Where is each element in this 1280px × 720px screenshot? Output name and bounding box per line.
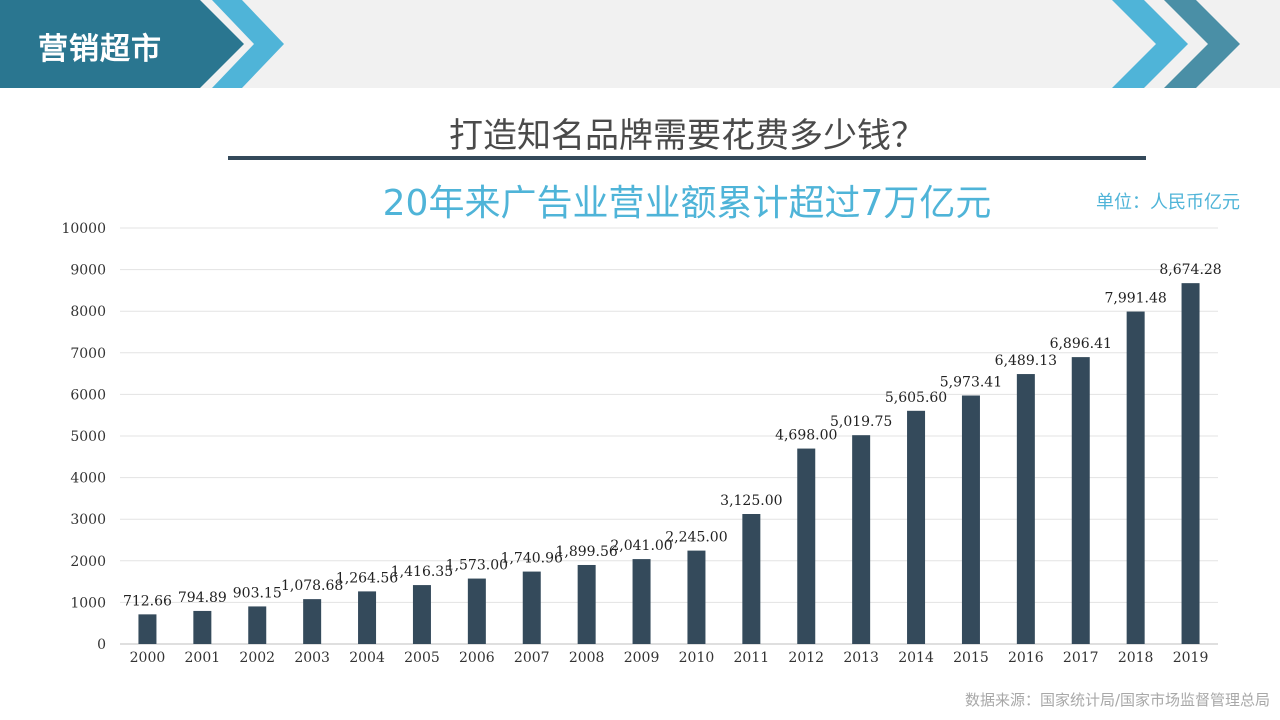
bar xyxy=(687,550,706,644)
data-label: 1,078.68 xyxy=(281,578,343,594)
bar xyxy=(632,559,651,644)
chart-title: 20年来广告业营业额累计超过7万亿元 xyxy=(382,183,992,224)
bar xyxy=(522,571,541,644)
y-tick-label: 3000 xyxy=(70,512,106,528)
source-note: 数据来源：国家统计局/国家市场监督管理总局 xyxy=(964,691,1270,709)
bar xyxy=(577,564,596,644)
bar-chart: 0 1000 2000 3000 4000 5000 6000 7000 8000 9000 100… xyxy=(61,221,1221,666)
x-tick-label: 2001 xyxy=(185,650,221,666)
data-label: 1,740.96 xyxy=(501,551,563,567)
bar xyxy=(1016,374,1035,644)
x-tick-label: 2012 xyxy=(788,650,824,666)
x-tick-label: 2016 xyxy=(1008,650,1044,666)
x-tick-label: 2004 xyxy=(349,650,385,666)
page-title: 打造知名品牌需要花费多少钱？ xyxy=(449,116,925,156)
chevron-right-icon xyxy=(1164,0,1240,88)
data-label: 7,991.48 xyxy=(1104,291,1166,307)
bar xyxy=(303,599,322,644)
x-tick-label: 2005 xyxy=(404,650,440,666)
x-tick-label: 2002 xyxy=(239,650,275,666)
bar xyxy=(138,614,157,644)
chevron-right-icon xyxy=(212,0,284,88)
bar xyxy=(358,591,377,644)
y-tick-label: 0 xyxy=(97,637,106,653)
data-label: 6,896.41 xyxy=(1050,336,1112,352)
bar xyxy=(1071,357,1090,644)
x-tick-label: 2006 xyxy=(459,650,495,666)
x-tick-label: 2009 xyxy=(624,650,660,666)
bar xyxy=(193,610,212,644)
bar xyxy=(797,448,816,644)
y-tick-label: 7000 xyxy=(70,346,106,362)
data-label: 5,019.75 xyxy=(830,414,892,430)
data-label: 3,125.00 xyxy=(720,493,782,509)
y-tick-label: 10000 xyxy=(61,221,106,237)
y-tick-label: 9000 xyxy=(70,263,106,279)
x-tick-label: 2011 xyxy=(734,650,770,666)
y-tick-label: 5000 xyxy=(70,429,106,445)
data-label: 903.15 xyxy=(233,585,282,601)
data-label: 794.89 xyxy=(178,590,227,606)
x-tick-label: 2007 xyxy=(514,650,550,666)
data-label: 4,698.00 xyxy=(775,428,837,444)
bar xyxy=(1181,283,1200,644)
bar xyxy=(907,410,926,644)
y-tick-label: 1000 xyxy=(70,595,106,611)
data-label: 1,416.35 xyxy=(391,564,453,580)
bar xyxy=(852,435,871,644)
bar xyxy=(961,395,980,644)
data-label: 6,489.13 xyxy=(995,353,1057,369)
x-tick-label: 2015 xyxy=(953,650,989,666)
x-tick-label: 2014 xyxy=(898,650,934,666)
x-tick-label: 2019 xyxy=(1173,650,1209,666)
data-label: 1,573.00 xyxy=(446,558,508,574)
y-tick-label: 2000 xyxy=(70,554,106,570)
x-tick-label: 2013 xyxy=(843,650,879,666)
data-label: 712.66 xyxy=(123,593,172,609)
chevron-right-icon xyxy=(1112,0,1188,88)
bar xyxy=(248,606,267,644)
y-tick-label: 4000 xyxy=(70,471,106,487)
data-label: 2,041.00 xyxy=(610,538,672,554)
title-divider xyxy=(228,156,1146,160)
x-tick-label: 2010 xyxy=(679,650,715,666)
brand-label: 营销超市 xyxy=(38,32,162,67)
data-label: 5,973.41 xyxy=(940,375,1002,391)
x-tick-label: 2003 xyxy=(294,650,330,666)
x-tick-label: 2018 xyxy=(1118,650,1154,666)
data-label: 2,245.00 xyxy=(665,530,727,546)
bar xyxy=(1126,311,1145,644)
data-label: 8,674.28 xyxy=(1159,262,1221,278)
x-tick-label: 2008 xyxy=(569,650,605,666)
bar xyxy=(467,578,486,644)
x-tick-label: 2017 xyxy=(1063,650,1099,666)
bar xyxy=(742,514,761,644)
data-label: 1,264.56 xyxy=(336,570,398,586)
chevron-decoration xyxy=(1112,0,1240,88)
y-tick-label: 8000 xyxy=(70,304,106,320)
data-label: 1,899.56 xyxy=(555,544,617,560)
title-tab-shape xyxy=(0,0,244,88)
title-tab xyxy=(0,0,284,88)
unit-label: 单位：人民币亿元 xyxy=(1096,192,1240,213)
y-tick-label: 6000 xyxy=(70,387,106,403)
bar xyxy=(412,585,431,644)
x-tick-label: 2000 xyxy=(130,650,166,666)
data-label: 5,605.60 xyxy=(885,390,947,406)
